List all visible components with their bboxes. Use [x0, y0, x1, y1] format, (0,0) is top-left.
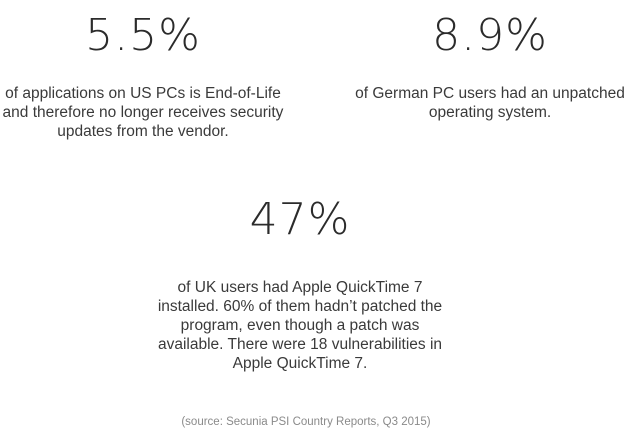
stat-german-description: of German PC users had an unpatched oper… [355, 85, 625, 121]
stat-eol-value: 5.5% [85, 10, 201, 61]
stat-uk-description: of UK users had Apple QuickTime 7 instal… [157, 279, 443, 372]
source-citation: (source: Secunia PSI Country Reports, Q3… [181, 416, 431, 428]
stat-german-unpatched-os: 8.9% of German PC users had an unpatched… [340, 0, 640, 122]
stat-eol-description: of applications on US PCs is End-of-Life… [2, 85, 284, 140]
stat-uk-value: 47% [249, 194, 351, 245]
stat-eol-applications: 5.5% of applications on US PCs is End-of… [0, 0, 316, 141]
stat-german-value: 8.9% [432, 10, 548, 61]
stat-uk-quicktime: 47% of UK users had Apple QuickTime 7 in… [140, 0, 460, 373]
